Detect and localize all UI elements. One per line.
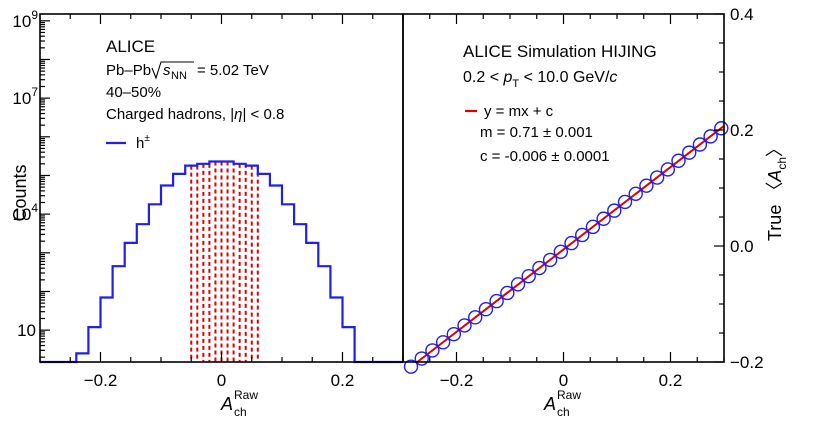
energy-label: = 5.02 TeV	[197, 62, 269, 79]
scatter-point	[446, 326, 462, 342]
x-label-main: A	[543, 394, 556, 414]
histogram-h-pm	[40, 160, 403, 364]
x-label-sub: ch	[557, 405, 570, 419]
scatter-point	[403, 359, 419, 374]
sqrt-s-sub: NN	[171, 70, 187, 82]
y-tick-label: 10	[17, 321, 36, 340]
scatter-point	[553, 244, 569, 260]
x-axis-label-right: A ch Raw	[543, 388, 581, 419]
y-tick-label: 104	[12, 201, 38, 224]
scatter-point	[414, 351, 429, 366]
y-tick-label: 109	[12, 8, 38, 31]
y-tick-label: 0.4	[730, 5, 754, 24]
centrality-label: 40–50%	[106, 84, 161, 101]
legend-m-value: m = 0.71 ± 0.001	[480, 124, 593, 141]
scatter-point	[714, 121, 729, 136]
scatter-point	[682, 145, 697, 160]
x-label-sup: Raw	[557, 388, 581, 402]
fit-legend: y = mx + c m = 0.71 ± 0.001 c = -0.006 ±…	[465, 103, 610, 165]
x-tick-label: 0	[559, 371, 568, 390]
scatter-point	[478, 302, 494, 317]
y-tick-label: 107	[12, 85, 38, 108]
scatter-point	[607, 203, 622, 218]
left-ticks: −0.2 0 0.2 109 107 104 10	[12, 8, 404, 390]
scatter-point	[532, 260, 547, 276]
y-tick-label: 0.2	[730, 121, 754, 140]
scatter-point	[489, 293, 504, 309]
x-label-main: A	[220, 394, 233, 414]
left-panel: −0.2 0 0.2 109 107 104 10 ALICE Pb–Pb s NN = 5…	[10, 8, 404, 419]
y-axis-label-counts: Counts	[10, 164, 30, 221]
collision-system-label: Pb–Pb s NN = 5.02 TeV	[106, 61, 269, 82]
scatter-point	[564, 235, 579, 251]
scatter-point	[575, 227, 590, 243]
legend-h-pm: h±	[106, 133, 150, 152]
selection-label: Charged hadrons, |η| < 0.8	[106, 106, 284, 123]
scatter-point	[617, 194, 633, 210]
scatter-point	[500, 285, 515, 301]
x-axis-label-left: A ch Raw	[220, 388, 258, 419]
right-frame	[402, 13, 725, 363]
sqrt-icon	[151, 61, 194, 80]
scatter-point	[639, 178, 654, 193]
scatter-point	[435, 335, 451, 350]
scatter-point	[649, 170, 665, 185]
legend-label-h-pm: h±	[136, 133, 150, 152]
scatter-point	[585, 219, 601, 235]
scatter-point	[671, 153, 686, 168]
right-ticks: −0.2 0 0.2 −0.2 0.0 0.2 0.4	[402, 5, 764, 390]
x-tick-label: −0.2	[440, 371, 474, 390]
sqrt-s-label: s	[163, 62, 171, 79]
legend-fit-label: y = mx + c	[484, 103, 554, 120]
scatter-point	[703, 129, 718, 144]
x-tick-label: 0	[217, 371, 226, 390]
scatter-points	[403, 121, 729, 374]
scatter-point	[628, 186, 643, 202]
y-axis-label-true-ach: True 〈Ach〉	[765, 139, 789, 241]
svg-text:True 〈Ach〉: True 〈Ach〉	[765, 139, 789, 241]
x-label-sub: ch	[234, 405, 247, 419]
x-tick-label: 0.2	[331, 371, 355, 390]
dashed-bin-boundaries	[190, 161, 259, 362]
scatter-point	[457, 318, 472, 333]
x-tick-label: 0.2	[659, 371, 683, 390]
scatter-point	[692, 137, 708, 152]
experiment-label: ALICE	[106, 37, 155, 56]
scatter-point	[596, 211, 611, 226]
y-tick-label: −0.2	[730, 353, 764, 372]
legend-c-value: c = -0.006 ± 0.0001	[480, 148, 610, 165]
x-label-sup: Raw	[234, 388, 258, 402]
scatter-point	[510, 277, 526, 292]
scatter-point	[521, 268, 536, 284]
simulation-title: ALICE Simulation HIJING	[463, 42, 657, 61]
scatter-point	[660, 162, 676, 177]
scatter-point	[425, 343, 440, 358]
x-tick-label: −0.2	[84, 371, 118, 390]
system-pre: Pb–Pb	[106, 62, 151, 79]
scatter-point	[542, 252, 558, 268]
scatter-point	[468, 310, 483, 325]
right-panel: −0.2 0 0.2 −0.2 0.0 0.2 0.4 ALICE Simulation H…	[402, 5, 789, 419]
pt-range-label: 0.2 < pT < 10.0 GeV/c	[463, 69, 617, 90]
y-tick-label: 0.0	[730, 237, 754, 256]
